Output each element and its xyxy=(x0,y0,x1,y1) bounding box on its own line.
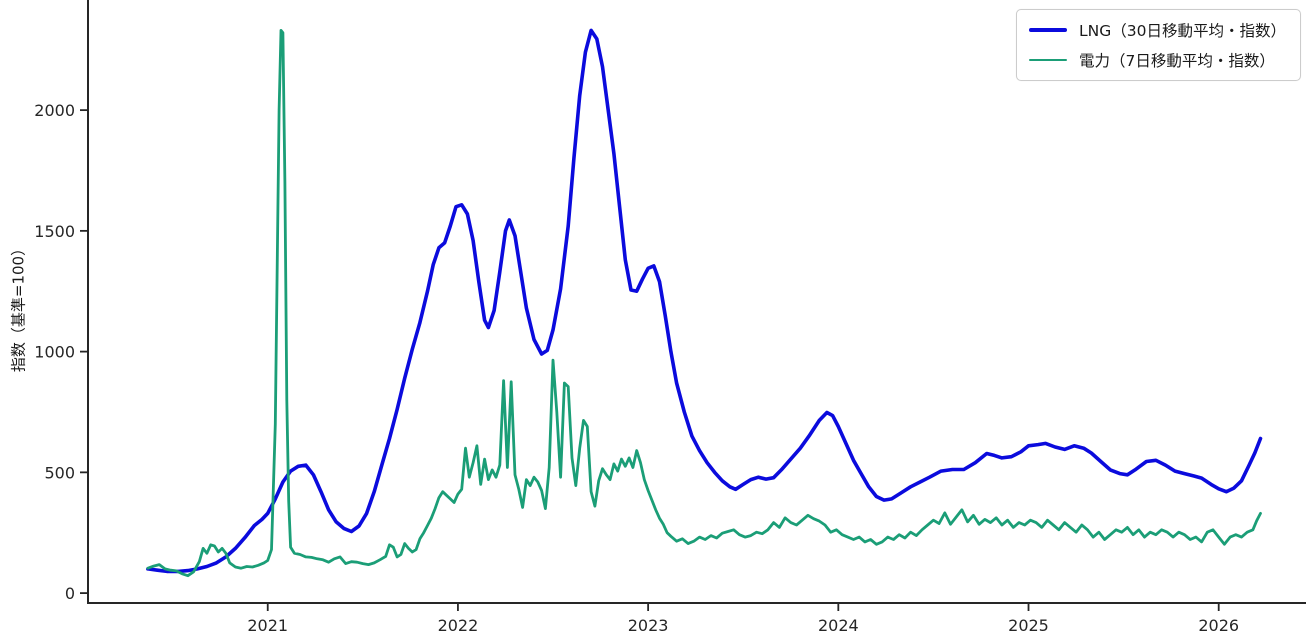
legend-line-swatch xyxy=(1029,28,1068,32)
y-tick-label: 2000 xyxy=(34,101,75,120)
y-tick-label: 1500 xyxy=(34,222,75,241)
x-tick-label: 2025 xyxy=(1008,616,1049,635)
series-line-1 xyxy=(146,28,1262,578)
series-line-0 xyxy=(146,28,1263,574)
legend-item-label: LNG（30日移動平均・指数） xyxy=(1079,22,1286,40)
x-tick-label: 2021 xyxy=(247,616,288,635)
x-tick-label: 2023 xyxy=(628,616,669,635)
x-tick-label: 2024 xyxy=(818,616,859,635)
legend-line-swatch xyxy=(1029,58,1068,62)
legend: LNG（30日移動平均・指数） 電力（7日移動平均・指数） xyxy=(1016,9,1301,81)
y-axis-label: 指数（基準=100） xyxy=(9,240,28,373)
y-tick-label: 0 xyxy=(65,584,75,603)
legend-item: 電力（7日移動平均・指数） xyxy=(1029,49,1286,71)
legend-item-label: 電力（7日移動平均・指数） xyxy=(1079,52,1275,70)
y-tick-label: 500 xyxy=(44,463,75,482)
y-tick-label: 1000 xyxy=(34,343,75,362)
x-tick-label: 2022 xyxy=(438,616,479,635)
legend-item: LNG（30日移動平均・指数） xyxy=(1029,19,1286,41)
x-tick-label: 2026 xyxy=(1198,616,1239,635)
